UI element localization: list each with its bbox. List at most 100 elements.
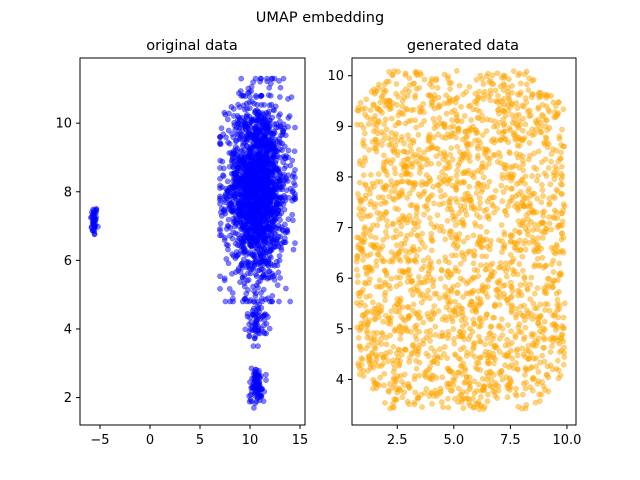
scatter-point (381, 152, 387, 159)
scatter-point (504, 264, 511, 271)
scatter-point (516, 261, 523, 267)
scatter-point (434, 353, 441, 360)
scatter-point (244, 313, 251, 320)
scatter-point (416, 147, 422, 153)
scatter-point (414, 209, 420, 216)
scatter-point (505, 139, 512, 146)
scatter-point (538, 120, 544, 126)
scatter-point (222, 210, 229, 217)
x-tick-label-original: 10 (242, 433, 259, 448)
scatter-point (367, 233, 374, 239)
scatter-point (381, 382, 387, 389)
scatter-point (252, 167, 258, 174)
scatter-point (513, 305, 520, 312)
scatter-point (452, 298, 458, 305)
scatter-point (241, 283, 248, 290)
scatter-point (280, 75, 287, 82)
scatter-point (395, 250, 402, 256)
scatter-point (244, 143, 250, 149)
scatter-point (265, 119, 272, 126)
scatter-point (454, 143, 460, 150)
scatter-point (486, 178, 493, 185)
points-generated-data (353, 68, 568, 413)
scatter-point (371, 243, 377, 250)
scatter-point (265, 190, 272, 197)
scatter-point (253, 273, 260, 279)
scatter-point (409, 202, 416, 208)
scatter-point (224, 116, 231, 123)
scatter-point (485, 277, 491, 284)
scatter-point (444, 165, 451, 172)
scatter-point (261, 330, 268, 337)
scatter-point (253, 376, 260, 383)
scatter-point (437, 390, 443, 397)
scatter-point (271, 107, 277, 114)
scatter-point (455, 282, 461, 288)
scatter-point (401, 140, 408, 147)
scatter-point (481, 403, 488, 410)
scatter-point (249, 98, 255, 105)
figure-suptitle: UMAP embedding (256, 10, 384, 26)
scatter-point (529, 91, 536, 98)
scatter-point (427, 215, 433, 221)
scatter-point (354, 121, 361, 128)
scatter-point (248, 83, 255, 90)
scatter-point (359, 238, 366, 245)
scatter-point (290, 217, 296, 224)
scatter-point (435, 258, 442, 265)
scatter-point (486, 352, 493, 359)
scatter-point (419, 404, 425, 410)
scatter-point (363, 96, 370, 103)
scatter-point (468, 117, 474, 123)
scatter-point (470, 260, 477, 267)
scatter-point (418, 299, 425, 306)
scatter-point (365, 121, 372, 127)
scatter-point (369, 299, 376, 306)
scatter-point (246, 105, 253, 111)
scatter-point (442, 124, 449, 131)
scatter-point (254, 207, 261, 214)
scatter-point (88, 209, 95, 216)
scatter-point (374, 222, 381, 228)
scatter-point (269, 114, 276, 121)
scatter-point (239, 156, 246, 163)
scatter-point (251, 405, 257, 411)
scatter-point (371, 121, 377, 128)
scatter-point (380, 318, 387, 325)
scatter-point (385, 78, 392, 85)
scatter-point (487, 97, 494, 104)
scatter-point (464, 349, 470, 356)
scatter-point (285, 172, 292, 179)
scatter-point (371, 204, 378, 211)
scatter-point (406, 190, 413, 197)
scatter-point (474, 267, 481, 274)
y-ticks-original: 2 4 6 8 10 (55, 117, 80, 406)
scatter-point (508, 186, 515, 192)
scatter-point (377, 99, 384, 106)
scatter-point (425, 134, 432, 141)
scatter-point (488, 323, 495, 330)
scatter-point (492, 87, 499, 94)
scatter-point (234, 191, 241, 198)
scatter-point (283, 187, 290, 194)
scatter-point (261, 322, 267, 329)
scatter-point (491, 302, 498, 309)
scatter-point (522, 281, 528, 287)
scatter-point (224, 178, 231, 185)
scatter-point (467, 386, 473, 392)
scatter-point (471, 174, 477, 181)
scatter-point (453, 172, 460, 179)
scatter-point (472, 127, 479, 134)
scatter-point (499, 198, 506, 204)
scatter-point (255, 327, 262, 334)
scatter-point (378, 142, 385, 148)
scatter-point (363, 293, 369, 300)
scatter-point (559, 163, 565, 170)
scatter-point (360, 257, 366, 263)
scatter-point (382, 289, 389, 296)
scatter-point (265, 258, 271, 265)
scatter-point (217, 227, 223, 234)
scatter-point (454, 94, 461, 101)
scatter-point (472, 220, 478, 226)
scatter-point (217, 232, 223, 239)
